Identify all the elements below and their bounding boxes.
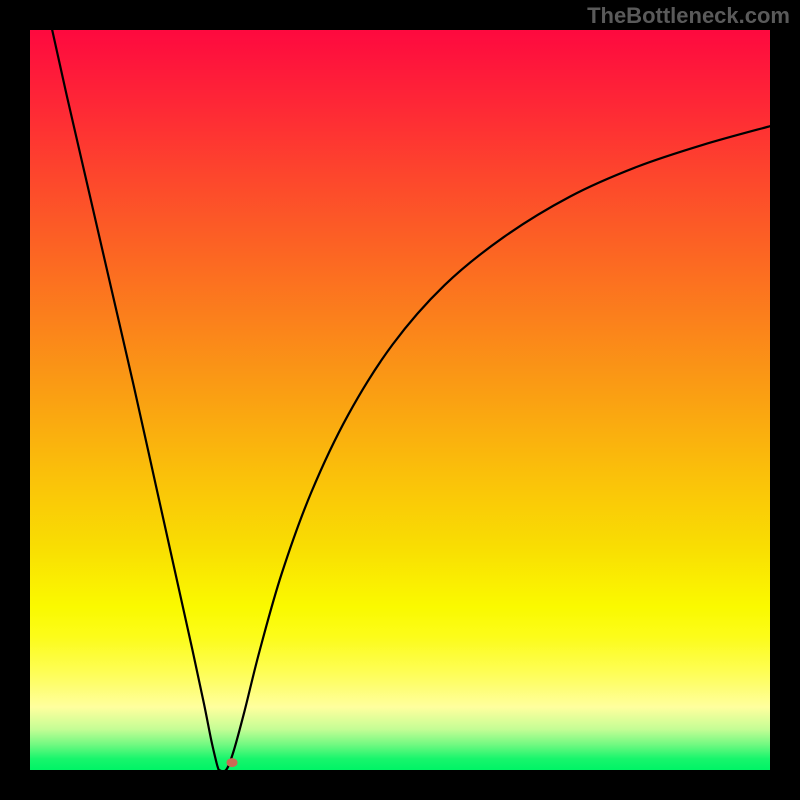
- watermark-text: TheBottleneck.com: [587, 3, 790, 29]
- optimum-marker: [227, 758, 238, 767]
- bottleneck-chart: [30, 30, 770, 770]
- chart-background: [30, 30, 770, 770]
- chart-container: [30, 30, 770, 770]
